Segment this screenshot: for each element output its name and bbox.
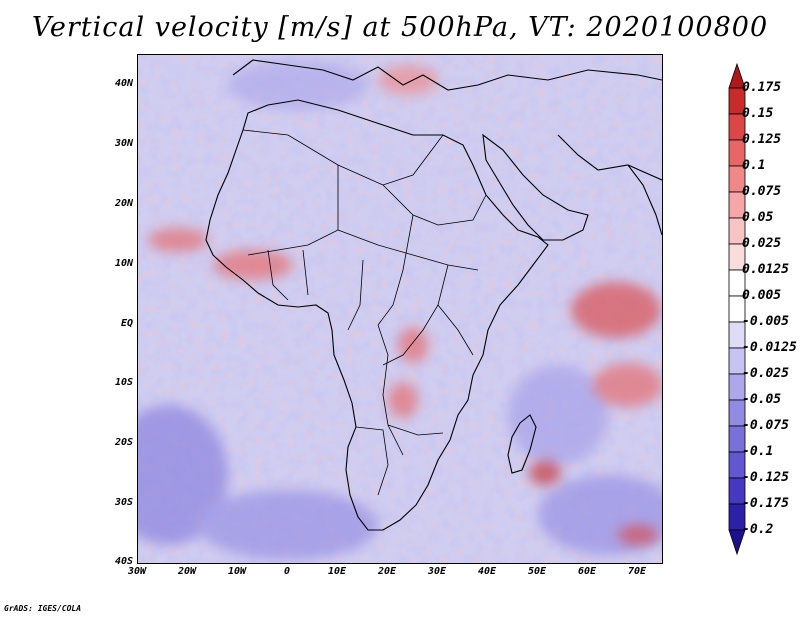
map-panel	[137, 54, 663, 564]
arabia-coastline	[482, 133, 589, 241]
lat-tick-label: 20N	[114, 198, 133, 209]
colorbar-tick-label: -0.1	[742, 444, 774, 459]
colorbar-tick-label: -0.025	[742, 366, 789, 381]
lon-tick-label: 30E	[427, 566, 447, 577]
europe-coastline	[232, 59, 662, 91]
lon-tick-label: 30W	[127, 566, 147, 577]
lon-tick-label: 10W	[227, 566, 247, 577]
africa-coastline	[205, 99, 549, 531]
lon-tick-label: 0	[283, 566, 291, 577]
lon-tick-label: 60E	[577, 566, 597, 577]
colorbar-tick-label: -0.125	[742, 470, 789, 485]
lon-tick-label: 50E	[527, 566, 547, 577]
colorbar	[728, 62, 746, 556]
ascent-regions	[148, 65, 662, 545]
lat-tick-label: EQ	[120, 318, 133, 329]
colorbar-bottom-arrow	[728, 529, 746, 556]
plot-title: Vertical velocity [m/s] at 500hPa, VT: 2…	[31, 12, 769, 43]
colorbar-tick-label: -0.2	[742, 522, 774, 537]
lat-tick-label: 10S	[114, 377, 133, 388]
colorbar-tick-label: 0.0125	[742, 262, 789, 277]
colorbar-tick-label: 0.1	[742, 158, 766, 173]
lon-tick-label: 10E	[327, 566, 347, 577]
colorbar-tick-label: 0.15	[742, 106, 774, 121]
colorbar-tick-label: 0.005	[742, 288, 782, 303]
lat-tick-label: 10N	[114, 258, 133, 269]
colorbar-tick-label: -0.175	[742, 496, 789, 511]
lat-tick-label: 40N	[114, 78, 133, 89]
colorbar-tick-label: 0.175	[742, 80, 782, 95]
lat-tick-label: 40S	[114, 556, 133, 567]
lon-tick-label: 20W	[177, 566, 197, 577]
colorbar-tick-label: -0.075	[742, 418, 789, 433]
country-borders	[242, 129, 487, 496]
colorbar-tick-label: -0.05	[742, 392, 782, 407]
colorbar-tick-label: 0.025	[742, 236, 782, 251]
colorbar-tick-label: 0.05	[742, 210, 774, 225]
lon-tick-label: 20E	[377, 566, 397, 577]
lon-tick-label: 40E	[477, 566, 497, 577]
credit-text: GrADS: IGES/COLA	[4, 604, 82, 613]
madagascar-coastline	[507, 414, 537, 474]
colorbar-tick-label: -0.0125	[742, 340, 797, 355]
vertical-velocity-field	[138, 55, 662, 563]
lat-tick-label: 30S	[114, 497, 133, 508]
persian-gulf-coastline	[557, 134, 662, 181]
colorbar-tick-label: 0.075	[742, 184, 782, 199]
lat-tick-label: 30N	[114, 138, 133, 149]
india-coastline	[627, 164, 662, 236]
lat-tick-label: 20S	[114, 437, 133, 448]
colorbar-tick-label: 0.125	[742, 132, 782, 147]
colorbar-tick-label: -0.005	[742, 314, 789, 329]
lon-tick-label: 70E	[627, 566, 647, 577]
